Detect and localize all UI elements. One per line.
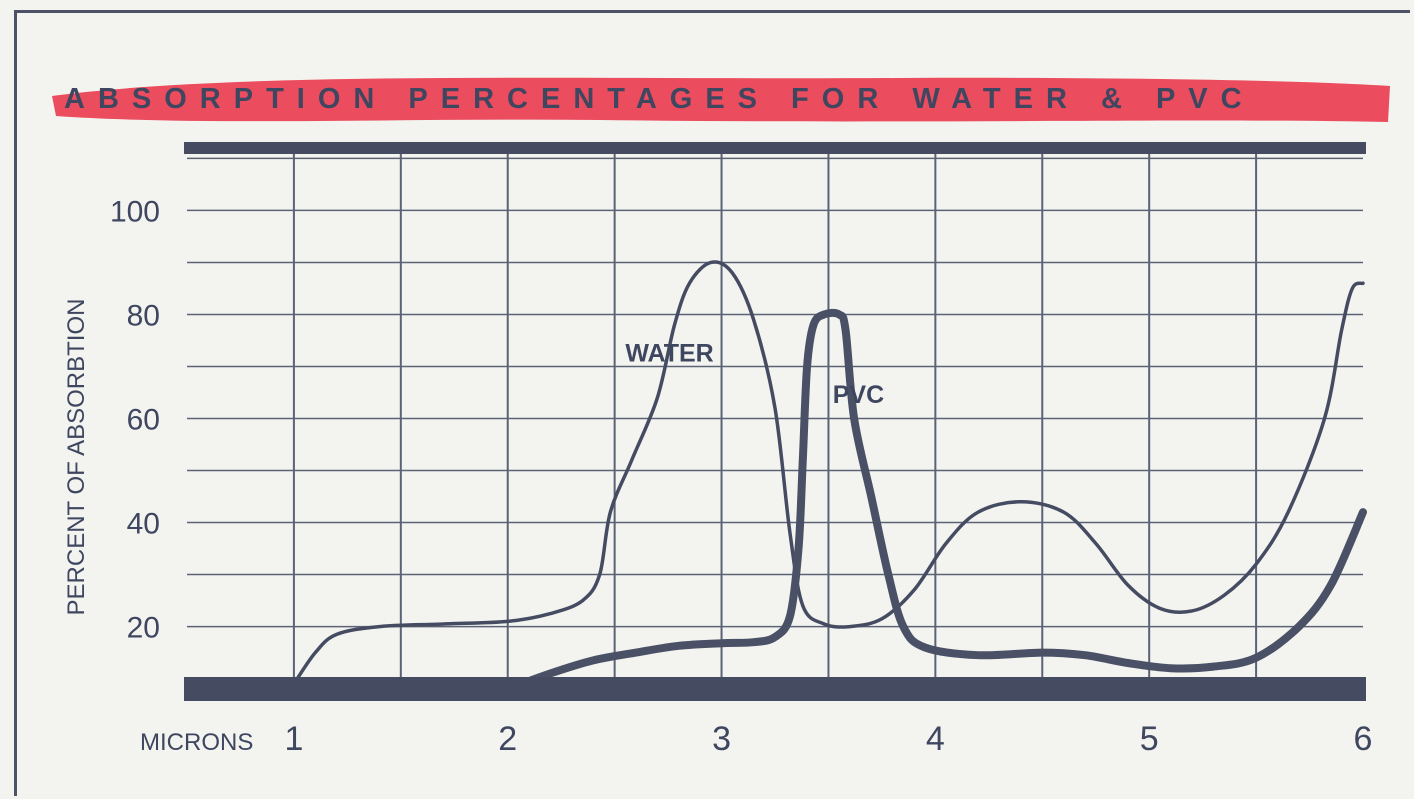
x-tick-label: 5 (1140, 720, 1159, 758)
title-banner: ABSORPTION PERCENTAGES FOR WATER & PVC (52, 77, 1390, 122)
y-axis-label: PERCENT OF ABSORBTION (63, 299, 90, 616)
series-lines (292, 260, 1367, 693)
series-line-water (292, 260, 1365, 686)
y-tick-label: 100 (110, 195, 160, 228)
plot-frame (184, 142, 1366, 701)
x-tick-label: 1 (284, 720, 303, 758)
chart-frame (14, 10, 1410, 796)
tick-labels: 20 40 60 80 100 1 2 3 4 5 6 (110, 195, 1373, 758)
x-tick-label: 4 (926, 720, 945, 758)
x-tick-label: 3 (712, 720, 731, 758)
series-label-pvc: PVC (833, 381, 884, 409)
series-label-water: WATER (625, 339, 713, 367)
x-tick-label: 6 (1354, 720, 1373, 758)
y-tick-label: 80 (127, 299, 160, 332)
y-tick-label: 20 (127, 612, 160, 645)
chart-title: ABSORPTION PERCENTAGES FOR WATER & PVC (64, 83, 1255, 115)
y-tick-label: 60 (127, 404, 160, 437)
x-axis-label: MICRONS (140, 729, 253, 756)
title-highlight-stroke (52, 77, 1390, 122)
series-line-pvc (503, 308, 1367, 693)
series-labels: WATER PVC (625, 339, 884, 409)
y-tick-label: 40 (127, 508, 160, 541)
bottom-frame-bar (184, 677, 1366, 701)
top-frame-bar (184, 142, 1366, 154)
x-tick-label: 2 (498, 720, 517, 758)
